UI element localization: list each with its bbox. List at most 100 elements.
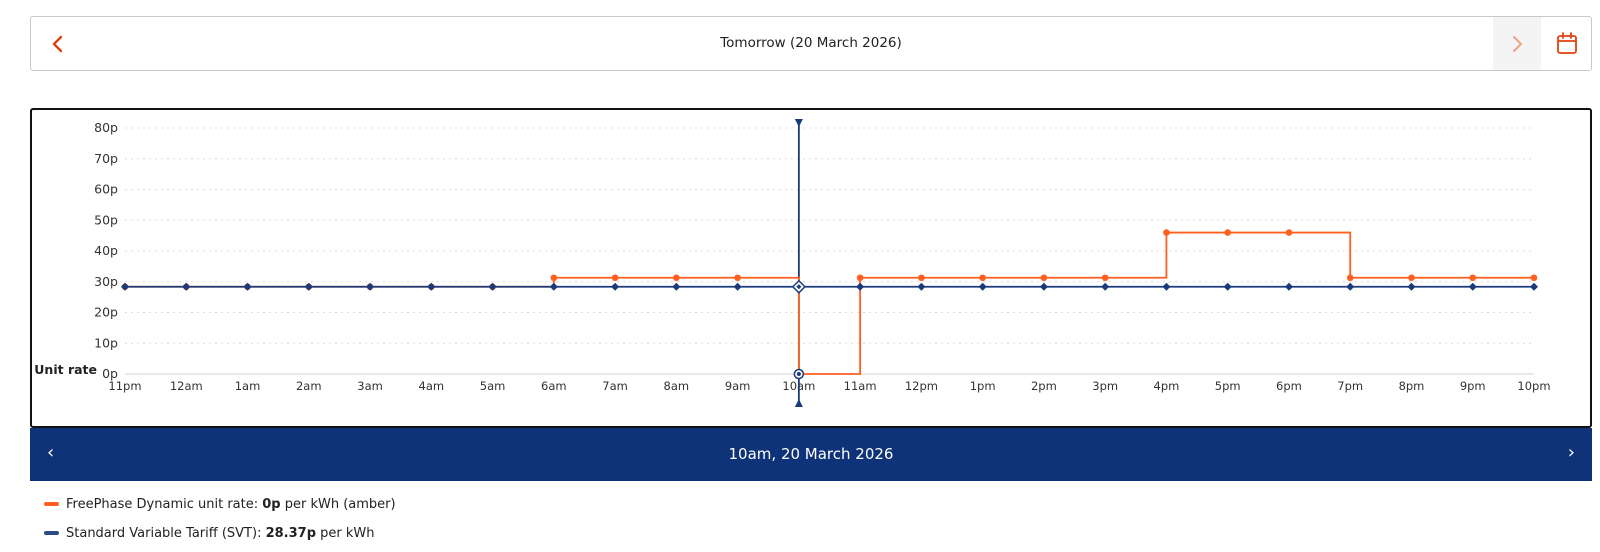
x-tick-label: 12am: [170, 379, 203, 393]
freephase-point: [856, 274, 864, 282]
freephase-point: [550, 274, 558, 282]
svt-point: [549, 282, 558, 291]
svt-point: [366, 282, 375, 291]
svt-point: [488, 282, 497, 291]
chart-canvas[interactable]: 0p 10p 20p 30p 40p 50p 60p 70p 80p Unit rate 11pm…: [32, 110, 1590, 426]
x-tick-label: 1pm: [970, 379, 996, 393]
x-tick-label: 2pm: [1031, 379, 1057, 393]
y-tick-label: 40p: [94, 243, 118, 258]
svt-point: [1530, 282, 1538, 291]
x-tick-label: 5pm: [1215, 379, 1241, 393]
svt-rate-suffix: per kWh: [316, 526, 375, 541]
x-tick-label: 11am: [844, 379, 877, 393]
freephase-rate-suffix: per kWh (amber): [280, 497, 396, 512]
freephase-point: [1224, 229, 1231, 236]
selected-time-bar: ‹ 10am, 20 March 2026 ›: [30, 428, 1592, 481]
x-tick-label: 1am: [235, 379, 261, 393]
x-axis: 11pm12am1am2am3am4am5am6am7am8am9am10am1…: [108, 379, 1550, 393]
previous-day-button[interactable]: [45, 31, 71, 57]
svt-point: [978, 282, 987, 291]
freephase-point: [979, 274, 986, 282]
y-axis-label: Unit rate: [34, 362, 97, 377]
freephase-point: [673, 274, 680, 282]
svt-point: [121, 282, 129, 291]
freephase-point: [611, 274, 619, 282]
grid-lines: [125, 127, 1534, 375]
x-tick-label: 4am: [419, 379, 445, 393]
x-tick-label: 11pm: [108, 379, 141, 393]
previous-time-button[interactable]: ‹: [47, 442, 55, 463]
y-axis: 0p 10p 20p 30p 40p 50p 60p 70p 80p Unit rate: [34, 120, 118, 381]
x-tick-label: 3pm: [1092, 379, 1118, 393]
calendar-button[interactable]: [1554, 30, 1580, 56]
svt-point: [1223, 282, 1232, 291]
svt-point: [672, 282, 681, 291]
freephase-point: [1163, 229, 1170, 236]
x-tick-label: 3am: [357, 379, 383, 393]
x-tick-label: 2am: [296, 379, 322, 393]
svt-point: [304, 282, 313, 291]
svt-point: [427, 282, 436, 291]
y-tick-label: 30p: [94, 274, 118, 289]
freephase-point: [1408, 274, 1415, 282]
svt-point: [182, 282, 191, 291]
svt-point: [1101, 282, 1110, 291]
cursor-top-handle-icon[interactable]: [794, 119, 803, 127]
y-tick-label: 50p: [94, 212, 118, 227]
y-tick-label: 0p: [102, 366, 118, 381]
freephase-point: [1346, 274, 1354, 282]
freephase-point: [918, 274, 925, 282]
freephase-point: [1285, 229, 1293, 236]
freephase-selected-point-core: [796, 372, 801, 376]
calendar-icon: [1557, 32, 1577, 54]
svt-point: [1346, 282, 1355, 291]
svt-point: [243, 282, 252, 291]
svt-point: [611, 282, 620, 291]
x-tick-label: 12pm: [905, 379, 938, 393]
svt-rate-label: Standard Variable Tariff (SVT):: [66, 526, 266, 541]
svt-rate-value: 28.37p: [265, 526, 317, 541]
x-tick-label: 6am: [541, 379, 567, 393]
series-lines: [121, 229, 1538, 380]
freephase-point: [1469, 274, 1477, 282]
x-tick-label: 7pm: [1337, 379, 1363, 393]
freephase-rate-label: FreePhase Dynamic unit rate:: [66, 497, 263, 512]
freephase-rate-row: FreePhase Dynamic unit rate: 0p per kWh …: [44, 497, 396, 512]
y-tick-label: 20p: [94, 305, 118, 320]
svt-point: [733, 282, 742, 291]
date-navigator: Tomorrow (20 March 2026): [30, 16, 1592, 71]
next-day-button[interactable]: [1493, 17, 1541, 70]
x-tick-label: 10pm: [1517, 379, 1550, 393]
svt-point: [1284, 282, 1293, 291]
svt-point: [917, 282, 926, 291]
x-tick-label: 7am: [602, 379, 628, 393]
unit-rate-chart[interactable]: 0p 10p 20p 30p 40p 50p 60p 70p 80p Unit rate 11pm…: [30, 108, 1592, 428]
y-tick-label: 70p: [94, 151, 118, 166]
freephase-series-line: [125, 231, 1534, 375]
svt-selected-point-core: [796, 284, 802, 290]
freephase-swatch: [44, 501, 59, 506]
freephase-rate-value: 0p: [262, 497, 281, 512]
x-tick-label: 4pm: [1154, 379, 1180, 393]
selected-date-title: Tomorrow (20 March 2026): [720, 35, 902, 51]
chevron-right-icon: [1513, 36, 1522, 52]
svt-swatch: [44, 530, 59, 535]
svt-point: [1468, 282, 1477, 291]
x-tick-label: 5am: [480, 379, 506, 393]
cursor-bottom-handle-icon[interactable]: [794, 399, 803, 407]
x-tick-label: 9pm: [1460, 379, 1486, 393]
y-tick-label: 60p: [94, 182, 118, 197]
freephase-point: [1101, 274, 1109, 282]
y-tick-label: 80p: [94, 120, 118, 135]
next-time-button[interactable]: ›: [1567, 442, 1575, 463]
svt-point: [1162, 282, 1171, 291]
y-tick-label: 10p: [94, 335, 118, 350]
x-tick-label: 8am: [664, 379, 690, 393]
x-tick-label: 6pm: [1276, 379, 1302, 393]
rate-details: FreePhase Dynamic unit rate: 0p per kWh …: [30, 481, 1592, 552]
svt-point: [856, 282, 865, 291]
freephase-point: [1040, 274, 1048, 282]
freephase-point: [734, 274, 741, 282]
svt-point: [1039, 282, 1048, 291]
svt-rate-row: Standard Variable Tariff (SVT): 28.37p p…: [44, 526, 375, 541]
